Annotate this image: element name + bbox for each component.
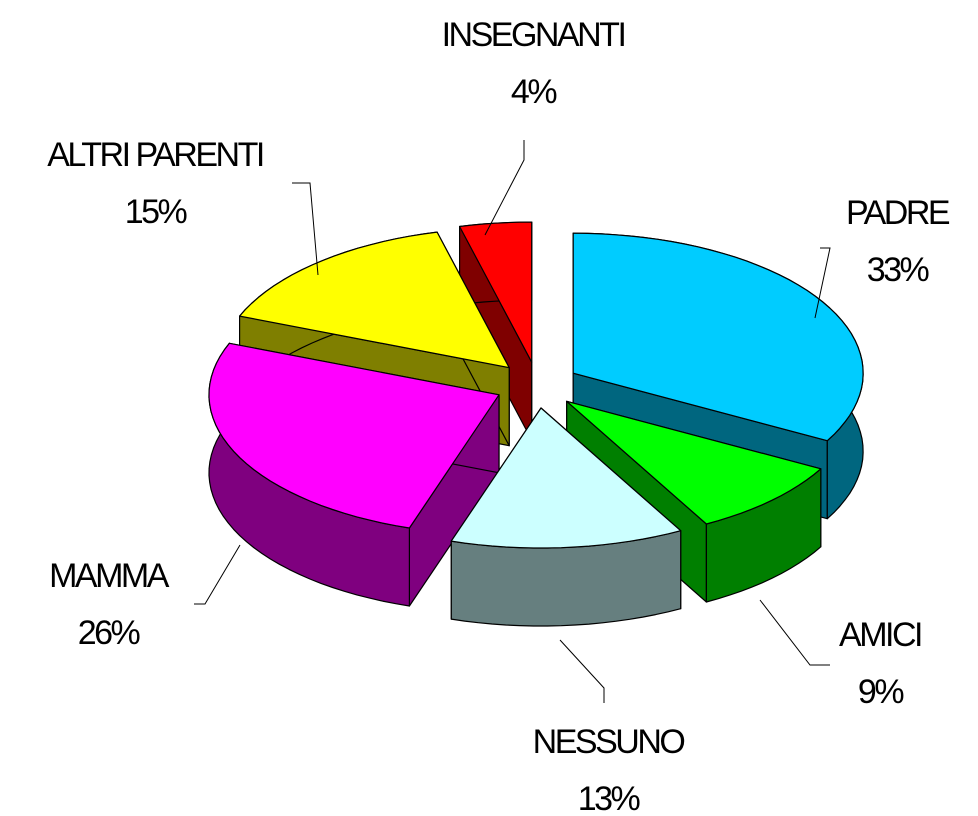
slice bbox=[450, 407, 682, 549]
labels: PADRE 33% AMICI 9% NESSUNO 13% MAMMA 26% ALTRI P… bbox=[47, 16, 952, 816]
slice-label: AMICI bbox=[839, 616, 921, 654]
slice bbox=[566, 400, 822, 525]
slice-value-label: 15% bbox=[125, 193, 188, 231]
slice-label: MAMMA bbox=[49, 557, 170, 595]
slice bbox=[208, 342, 500, 529]
slice-value-label: 13% bbox=[578, 780, 641, 816]
leader-line bbox=[759, 599, 830, 666]
slice bbox=[239, 231, 510, 369]
slice-label: NESSUNO bbox=[533, 723, 685, 761]
leader-line bbox=[814, 247, 831, 319]
leader-line bbox=[484, 140, 525, 236]
slice-label: INSEGNANTI bbox=[442, 16, 625, 54]
slice bbox=[459, 221, 533, 363]
leader-line bbox=[194, 544, 241, 605]
pie bbox=[208, 221, 864, 627]
slice-value-label: 4% bbox=[511, 73, 557, 111]
slice-label: ALTRI PARENTI bbox=[47, 136, 263, 174]
slice bbox=[572, 232, 864, 442]
slice-label: PADRE bbox=[846, 194, 950, 232]
slice-value-label: 33% bbox=[867, 251, 930, 289]
leader-line bbox=[292, 182, 319, 276]
slice-value-label: 26% bbox=[78, 614, 141, 652]
slice-value-label: 9% bbox=[858, 673, 904, 711]
leader-line bbox=[559, 639, 605, 703]
